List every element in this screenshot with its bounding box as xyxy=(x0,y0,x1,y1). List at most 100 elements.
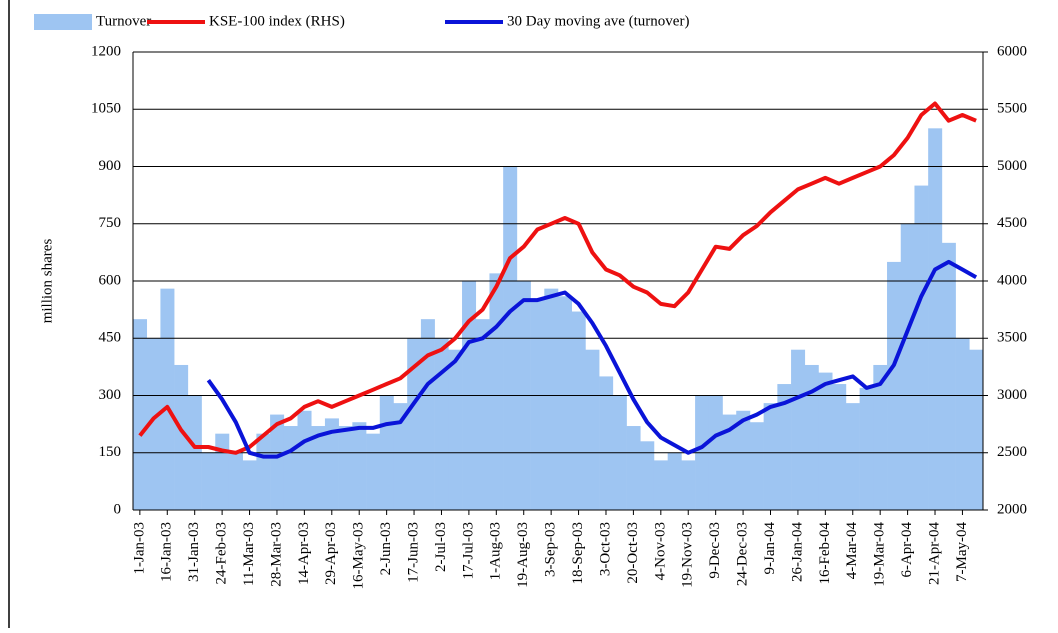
turnover-bar xyxy=(653,460,668,510)
x-tick-label: 16-May-03 xyxy=(351,522,367,590)
y-tick-label: 450 xyxy=(99,330,122,346)
x-tick-label: 31-Jan-03 xyxy=(186,522,202,582)
turnover-bar xyxy=(804,364,819,510)
turnover-bar xyxy=(146,338,161,510)
turnover-bar xyxy=(448,349,463,510)
y2-tick-label: 2500 xyxy=(997,444,1027,460)
turnover-bar xyxy=(201,452,216,510)
turnover-bar xyxy=(558,296,573,510)
x-tick-label: 16-Feb-04 xyxy=(817,522,833,585)
turnover-bar xyxy=(311,426,326,510)
x-tick-label: 1-Jan-03 xyxy=(131,522,147,575)
turnover-bar xyxy=(887,261,902,510)
y-tick-label: 0 xyxy=(114,501,122,517)
turnover-bar xyxy=(297,410,312,510)
x-tick-label: 3-Oct-03 xyxy=(597,522,613,576)
turnover-bar xyxy=(722,414,737,510)
y-tick-label: 1200 xyxy=(91,43,121,59)
turnover-bar xyxy=(434,338,449,510)
x-tick-label: 17-Jun-03 xyxy=(405,522,421,583)
x-tick-label: 6-Apr-04 xyxy=(899,522,915,578)
y2-tick-label: 3500 xyxy=(997,330,1027,346)
turnover-bar xyxy=(845,403,860,510)
x-tick-label: 2-Jul-03 xyxy=(433,522,449,572)
turnover-bar xyxy=(215,433,230,510)
x-tick-label: 14-Apr-03 xyxy=(296,522,312,585)
x-tick-label: 29-Apr-03 xyxy=(323,522,339,585)
turnover-bar xyxy=(571,311,586,510)
turnover-bar xyxy=(242,460,257,510)
turnover-bar xyxy=(352,422,367,510)
turnover-bar xyxy=(667,452,682,510)
y2-tick-label: 4500 xyxy=(997,215,1027,231)
y2-tick-label: 5500 xyxy=(997,101,1027,117)
turnover-bar xyxy=(420,319,435,510)
legend-label: KSE-100 index (RHS) xyxy=(209,13,345,29)
x-tick-label: 4-Nov-03 xyxy=(652,522,668,580)
y-tick-label: 600 xyxy=(99,272,122,288)
series-line xyxy=(206,259,978,459)
x-tick-label: 16-Jan-03 xyxy=(159,522,175,582)
turnover-bar xyxy=(900,223,915,510)
turnover-bar xyxy=(160,288,175,510)
series-line xyxy=(138,101,977,455)
y-axis-label: million shares xyxy=(39,239,55,324)
turnover-bar xyxy=(914,185,929,511)
y2-tick-label: 4000 xyxy=(997,272,1027,288)
y2-tick-label: 6000 xyxy=(997,43,1027,59)
turnover-bar xyxy=(270,414,285,510)
turnover-bar xyxy=(681,460,696,510)
turnover-bar xyxy=(174,364,189,510)
turnover-bar xyxy=(366,433,381,510)
x-tick-label: 19-Mar-04 xyxy=(872,522,888,587)
y-tick-label: 750 xyxy=(99,215,122,231)
turnover-bar xyxy=(393,403,408,510)
y-tick-label: 150 xyxy=(99,444,122,460)
turnover-bar xyxy=(475,319,490,510)
turnover-bar xyxy=(640,441,655,510)
turnover-bar xyxy=(338,426,353,510)
turnover-bar xyxy=(585,349,600,510)
turnover-bar xyxy=(749,422,764,510)
turnover-bar xyxy=(763,403,778,510)
x-tick-label: 24-Dec-03 xyxy=(735,522,751,586)
y2-tick-label: 2000 xyxy=(997,501,1027,517)
turnover-bar xyxy=(626,426,641,510)
x-tick-label: 21-Apr-04 xyxy=(926,522,942,586)
x-tick-label: 24-Feb-03 xyxy=(214,522,230,585)
y-tick-label: 1050 xyxy=(91,101,121,117)
turnover-bar xyxy=(489,273,504,510)
y2-tick-label: 3000 xyxy=(997,387,1027,403)
x-tick-label: 11-Mar-03 xyxy=(241,522,257,586)
turnover-bar xyxy=(228,452,243,510)
turnover-bar xyxy=(791,349,806,510)
turnover-bar xyxy=(969,349,984,510)
legend-label: Turnover xyxy=(96,13,151,29)
turnover-bar xyxy=(873,364,888,510)
x-tick-label: 3-Sep-03 xyxy=(543,522,559,577)
x-tick-label: 17-Jul-03 xyxy=(460,522,476,580)
legend-label: 30 Day moving ave (turnover) xyxy=(507,13,689,29)
x-tick-label: 1-Aug-03 xyxy=(488,522,504,580)
turnover-bar xyxy=(283,426,298,510)
x-tick-label: 19-Aug-03 xyxy=(515,522,531,588)
turnover-bar xyxy=(777,384,792,510)
x-tick-label: 9-Jan-04 xyxy=(762,522,778,575)
turnover-bar xyxy=(599,376,614,510)
x-tick-label: 7-May-04 xyxy=(954,522,970,582)
x-tick-label: 9-Dec-03 xyxy=(707,522,723,579)
turnover-bar xyxy=(530,300,545,510)
x-tick-label: 19-Nov-03 xyxy=(680,522,696,588)
turnover-bar xyxy=(133,319,148,510)
turnover-bar xyxy=(324,418,339,510)
turnover-bar xyxy=(859,387,874,510)
x-tick-label: 20-Oct-03 xyxy=(625,522,641,584)
x-tick-label: 4-Mar-04 xyxy=(844,522,860,580)
x-tick-label: 18-Sep-03 xyxy=(570,522,586,585)
turnover-bar xyxy=(544,288,559,510)
turnover-bar xyxy=(736,410,751,510)
y-tick-label: 300 xyxy=(99,387,122,403)
turnover-bar xyxy=(941,242,956,511)
turnover-bar xyxy=(256,433,271,510)
